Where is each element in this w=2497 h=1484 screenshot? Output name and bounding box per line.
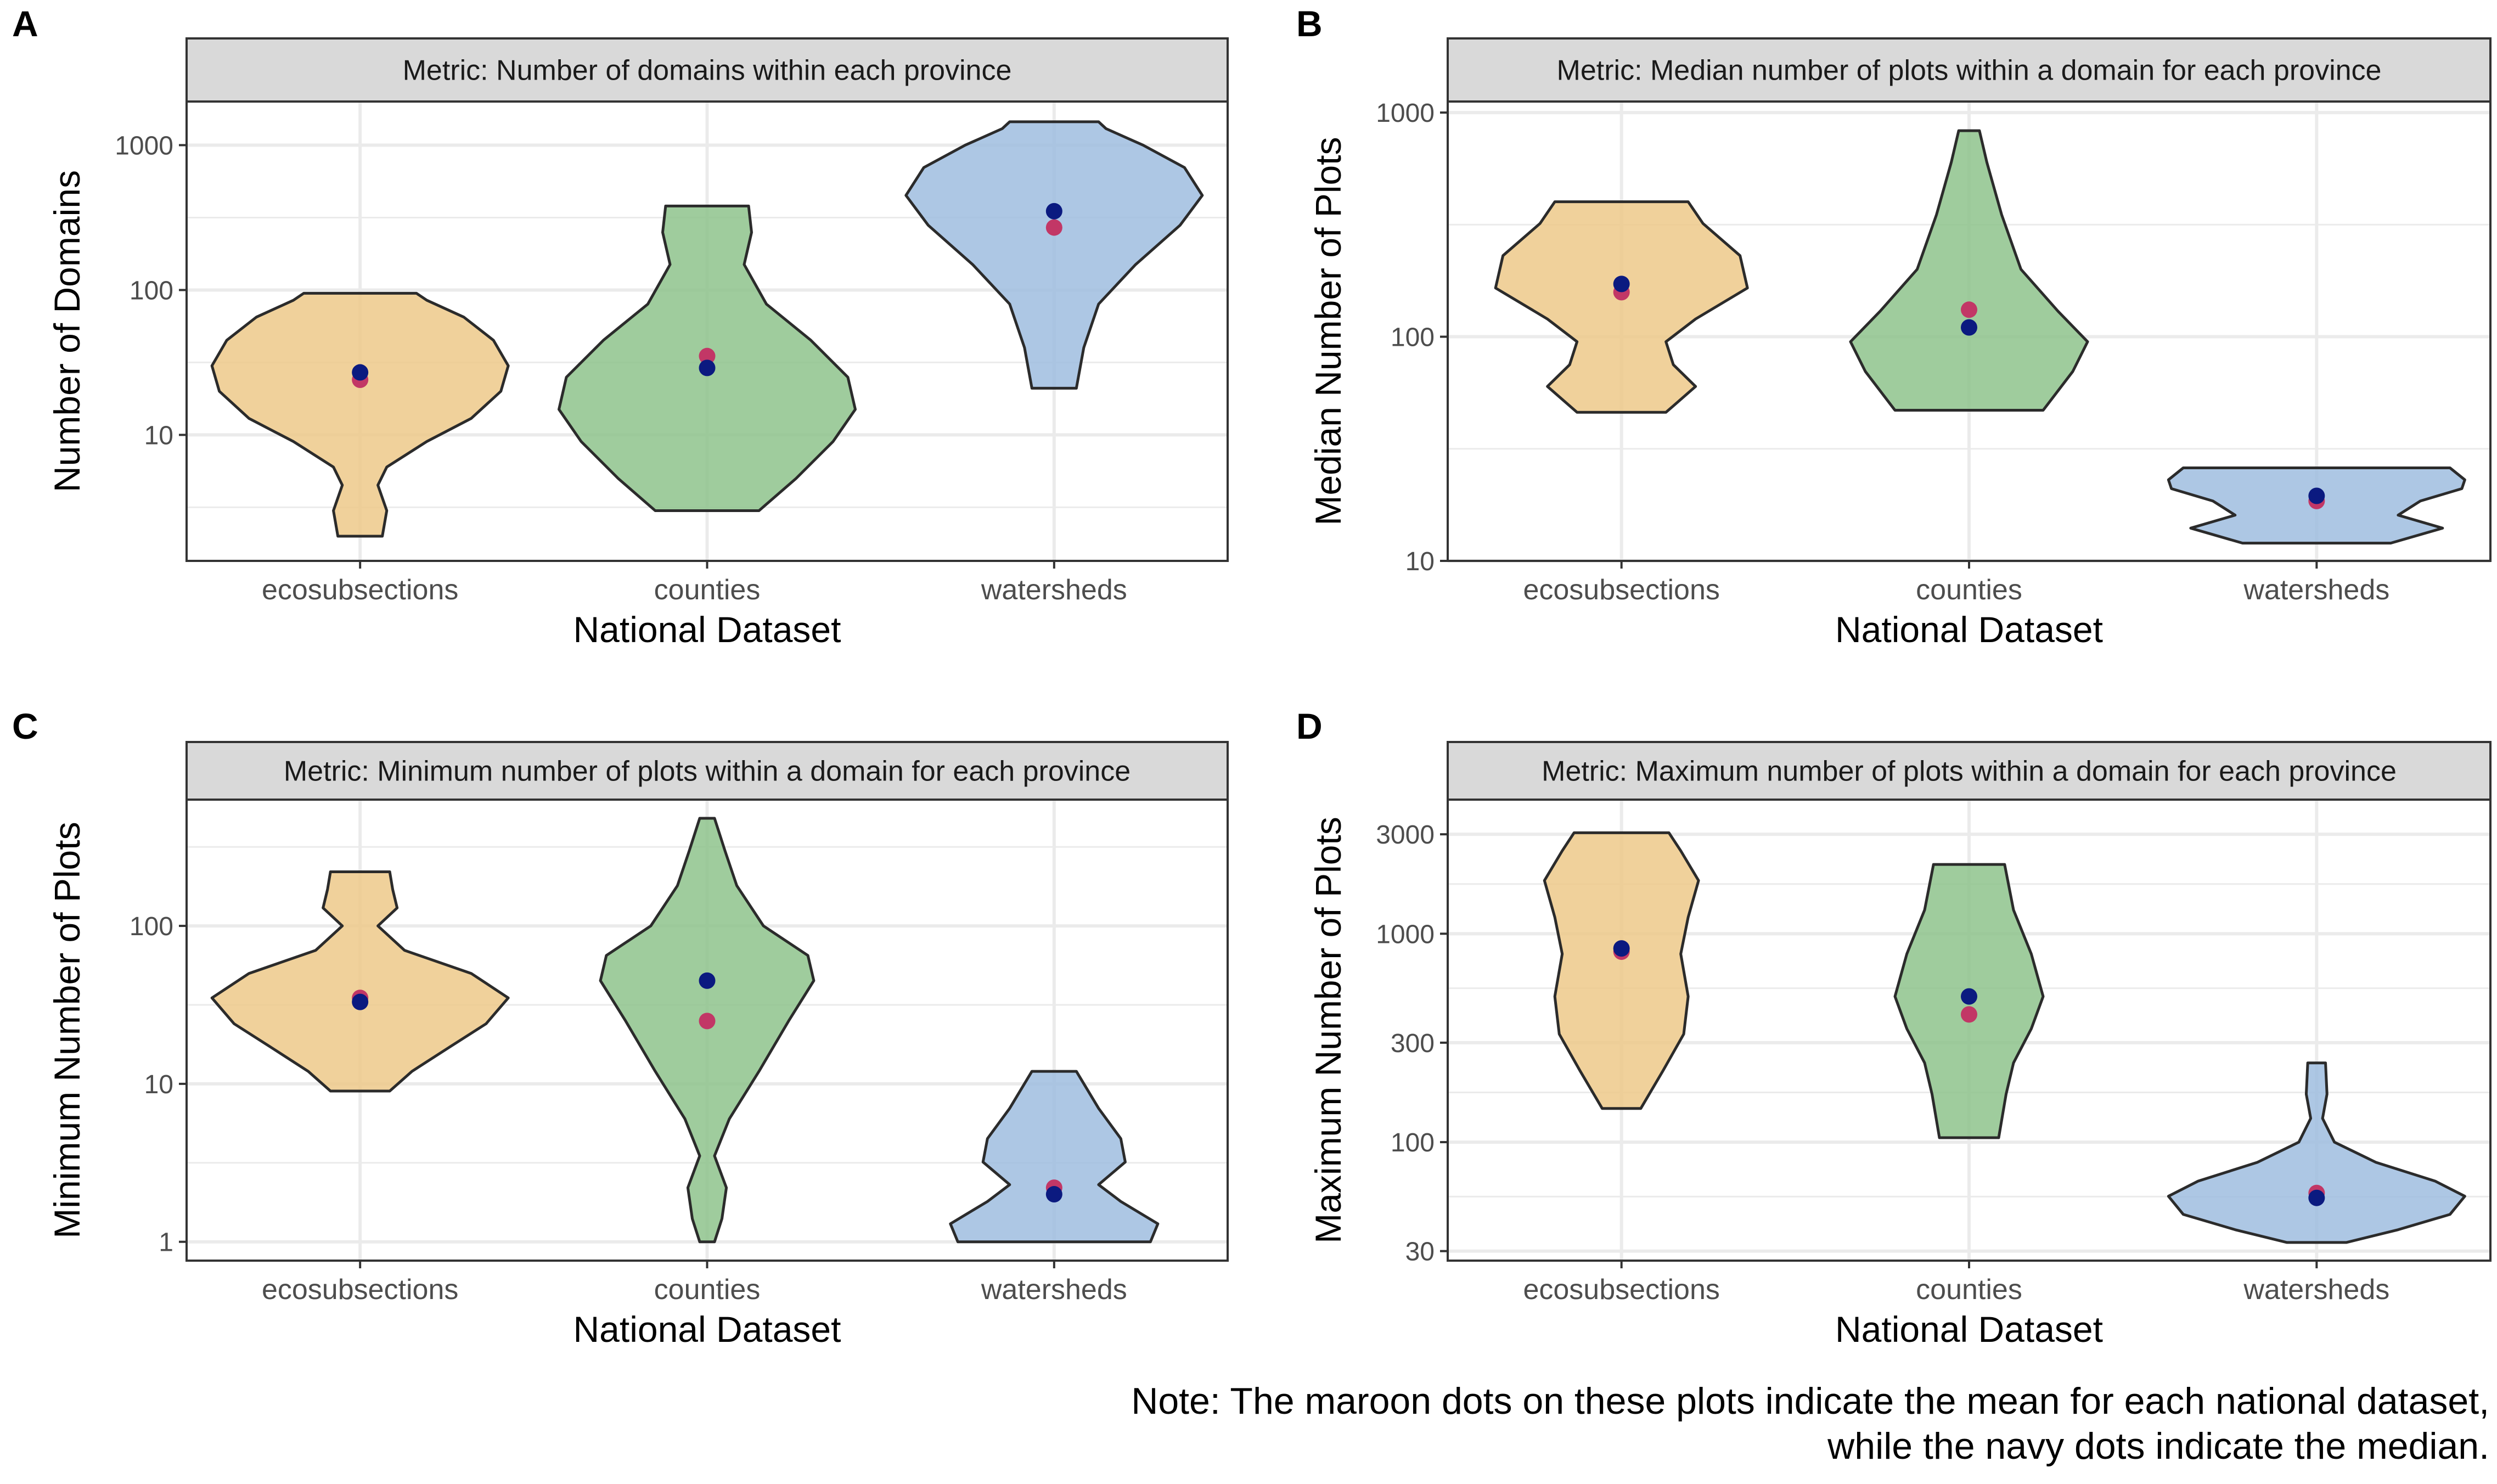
strip-title: Metric: Median number of plots within a … xyxy=(1557,55,2382,87)
panel-b: B Metric: Median number of plots within a… xyxy=(1296,3,2492,650)
y-tick-label: 100 xyxy=(130,276,173,305)
median-dot-counties xyxy=(699,359,716,376)
y-tick-label: 100 xyxy=(1391,1128,1435,1157)
median-dot-counties xyxy=(1961,988,1977,1005)
x-tick-label: watersheds xyxy=(981,1274,1127,1306)
mean-dot-counties xyxy=(1961,301,1977,318)
panel-a: A Metric: Number of domains within each p… xyxy=(12,3,1229,650)
median-dot-ecosubsections xyxy=(352,364,369,381)
x-tick-label: counties xyxy=(1916,574,2022,606)
y-axis-title: Maximum Number of Plots xyxy=(1308,817,1348,1244)
x-tick-label: ecosubsections xyxy=(1523,1274,1719,1306)
median-dot-ecosubsections xyxy=(1613,940,1630,957)
mean-dot-watersheds xyxy=(1045,219,1062,236)
panel-strip xyxy=(1447,37,2492,103)
median-dot-counties xyxy=(1961,319,1977,336)
panel-letter: A xyxy=(12,3,38,44)
mean-dot-counties xyxy=(699,347,716,364)
y-tick-label: 100 xyxy=(1391,323,1435,352)
note-line-1: Note: The maroon dots on these plots ind… xyxy=(1131,1380,2489,1422)
violin-watersheds xyxy=(2167,1061,2466,1244)
x-tick-label: ecosubsections xyxy=(262,574,458,606)
mean-dot-counties xyxy=(1961,1006,1977,1023)
median-dot-ecosubsections xyxy=(352,993,369,1010)
median-dot-watersheds xyxy=(1045,1186,1062,1203)
panel-strip xyxy=(185,741,1229,801)
x-tick-label: counties xyxy=(654,574,761,606)
violin-watersheds xyxy=(949,1070,1160,1244)
y-tick-label: 1 xyxy=(159,1228,173,1257)
y-tick-label: 3000 xyxy=(1376,820,1435,850)
y-tick-label: 10 xyxy=(144,421,173,450)
violin-ecosubsections xyxy=(1494,200,1749,414)
x-axis-title: National Dataset xyxy=(573,609,841,650)
x-tick-label: watersheds xyxy=(981,574,1127,606)
y-tick-label: 10 xyxy=(144,1070,173,1099)
median-dot-watersheds xyxy=(2308,487,2325,504)
y-tick-label: 300 xyxy=(1391,1029,1435,1058)
strip-title: Metric: Number of domains within each pr… xyxy=(403,55,1012,87)
x-axis-title: National Dataset xyxy=(573,1309,841,1350)
figure-note: Note: The maroon dots on these plots ind… xyxy=(1131,1379,2489,1469)
median-dot-watersheds xyxy=(2308,1189,2325,1206)
y-axis-title: Number of Domains xyxy=(47,170,87,492)
note-line-2: while the navy dots indicate the median. xyxy=(1827,1425,2489,1467)
x-tick-label: ecosubsections xyxy=(262,1274,458,1306)
y-tick-label: 30 xyxy=(1405,1238,1435,1267)
x-tick-label: watersheds xyxy=(2243,1274,2389,1306)
panel-letter: D xyxy=(1296,706,1323,746)
x-axis-title: National Dataset xyxy=(1835,1309,2103,1350)
y-tick-label: 10 xyxy=(1405,547,1435,576)
x-tick-label: watersheds xyxy=(2243,574,2389,606)
violin-counties xyxy=(1849,129,2089,412)
x-tick-label: counties xyxy=(654,1274,761,1306)
x-tick-label: counties xyxy=(1916,1274,2022,1306)
y-tick-label: 1000 xyxy=(115,131,173,160)
panel-c: C Metric: Minimum number of plots within … xyxy=(12,706,1229,1350)
y-tick-label: 1000 xyxy=(1376,920,1435,949)
mean-dot-counties xyxy=(699,1013,716,1030)
strip-title: Metric: Maximum number of plots within a… xyxy=(1542,756,2397,788)
panel-letter: B xyxy=(1296,3,1323,44)
violin-ecosubsections xyxy=(210,870,510,1093)
strip-title: Metric: Minimum number of plots within a… xyxy=(284,756,1131,788)
violin-ecosubsections xyxy=(1543,831,1700,1110)
violin-watersheds xyxy=(904,120,1204,390)
median-dot-ecosubsections xyxy=(1613,276,1630,293)
panel-d: D Metric: Maximum number of plots within … xyxy=(1296,706,2492,1350)
y-axis-title: Median Number of Plots xyxy=(1308,137,1348,526)
y-tick-label: 100 xyxy=(130,912,173,941)
y-tick-label: 1000 xyxy=(1376,99,1435,128)
median-dot-watersheds xyxy=(1045,203,1062,220)
x-tick-label: ecosubsections xyxy=(1523,574,1719,606)
median-dot-counties xyxy=(699,972,716,989)
y-axis-title: Minimum Number of Plots xyxy=(47,822,87,1238)
violin-counties xyxy=(599,817,816,1244)
panel-letter: C xyxy=(12,706,38,746)
panel-strip xyxy=(185,37,1229,103)
x-axis-title: National Dataset xyxy=(1835,609,2103,650)
violin-ecosubsections xyxy=(210,291,510,538)
